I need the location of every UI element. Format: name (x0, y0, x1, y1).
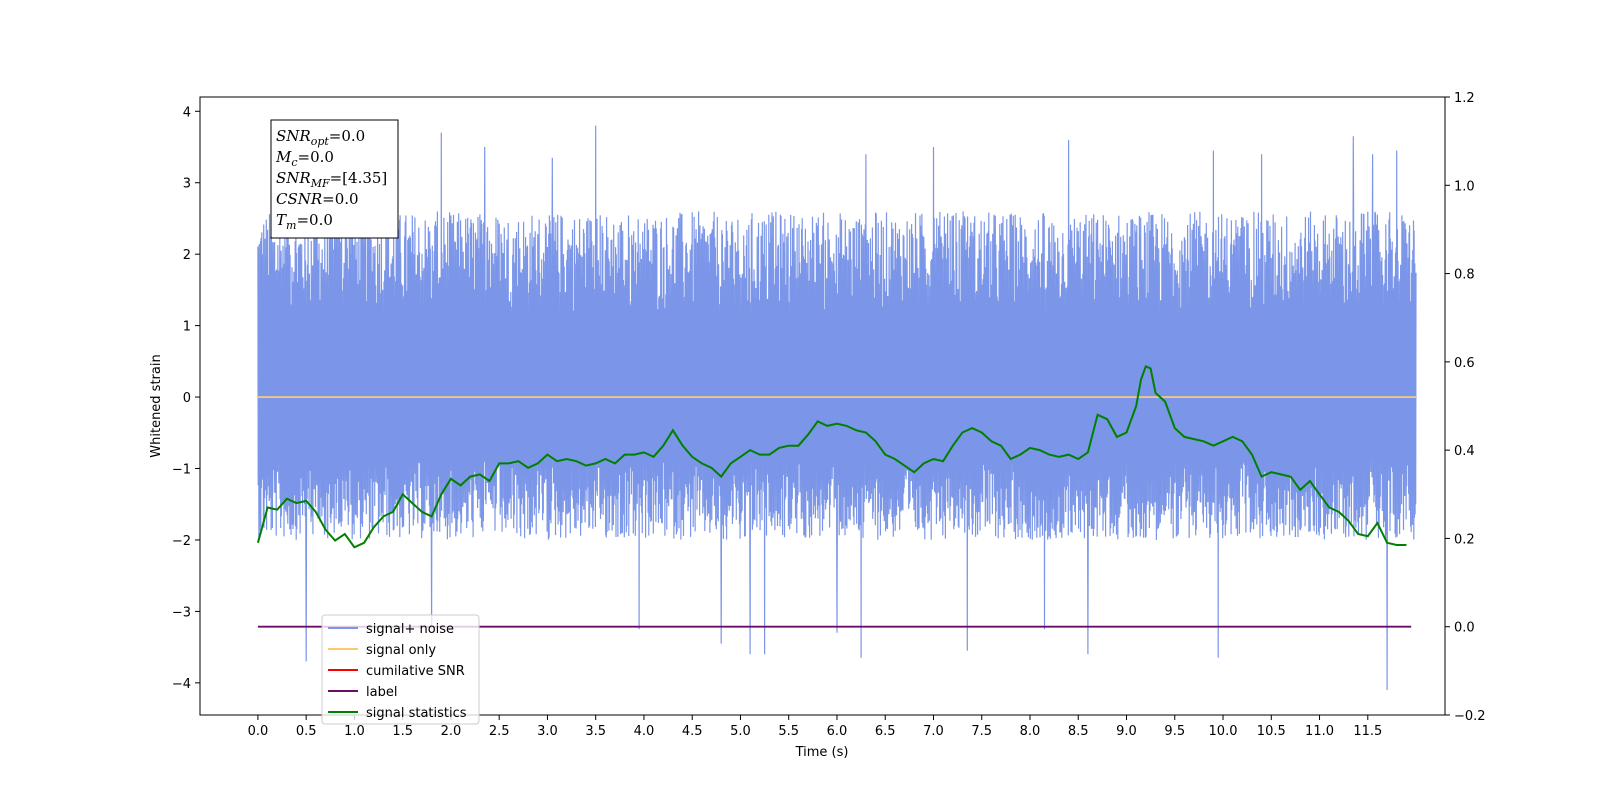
y-tick-label: 0 (183, 391, 191, 406)
y-axis-label: Whitened strain (149, 354, 164, 457)
y-axis-ticks: 4 3 2 1 0 −1 −2 −3 −4 (172, 105, 200, 692)
legend-label: signal only (366, 643, 436, 658)
y2-tick-label: 0.2 (1454, 532, 1475, 547)
y2-tick-label: 1.0 (1454, 179, 1475, 194)
x-tick-label: 7.5 (971, 724, 992, 739)
x-tick-label: 4.5 (682, 724, 703, 739)
annotation-line: Tm=0.0 (276, 211, 333, 232)
x-tick-label: 1.0 (344, 724, 365, 739)
legend-label: cumilative SNR (366, 664, 465, 679)
x-tick-label: 9.0 (1116, 724, 1137, 739)
x-tick-label: 8.0 (1020, 724, 1041, 739)
legend: signal+ noise signal only cumilative SNR la… (321, 614, 480, 725)
y2-tick-label: 1.2 (1454, 91, 1475, 106)
x-tick-label: 0.5 (296, 724, 317, 739)
y2-tick-label: 0.4 (1454, 444, 1475, 459)
annotation-line: SNRopt=0.0 (276, 127, 365, 148)
y2-tick-label: 0.6 (1454, 356, 1475, 371)
x-tick-label: 9.5 (1164, 724, 1185, 739)
x-tick-label: 2.0 (441, 724, 462, 739)
x-tick-label: 10.0 (1209, 724, 1238, 739)
x-tick-label: 4.0 (634, 724, 655, 739)
y-tick-label: 4 (183, 105, 191, 120)
y2-axis-ticks: 1.2 1.0 0.8 0.6 0.4 0.2 0.0 −0.2 (1445, 91, 1486, 724)
y2-tick-label: 0.0 (1454, 621, 1475, 636)
y2-tick-label: 0.8 (1454, 268, 1475, 283)
x-tick-label: 2.5 (489, 724, 510, 739)
signal-noise-series (257, 125, 1417, 691)
x-tick-label: 10.5 (1257, 724, 1286, 739)
y-tick-label: 2 (183, 248, 191, 263)
y-tick-label: −2 (172, 534, 191, 549)
plot-frame (199, 96, 1446, 716)
legend-label: label (366, 685, 397, 700)
y2-tick-label: −0.2 (1454, 709, 1486, 724)
y-tick-label: −4 (172, 677, 191, 692)
x-tick-label: 3.0 (537, 724, 558, 739)
legend-label: signal+ noise (366, 622, 454, 637)
x-tick-label: 5.5 (778, 724, 799, 739)
x-axis-label: Time (s) (795, 745, 849, 760)
x-tick-label: 0.0 (248, 724, 269, 739)
y-tick-label: −3 (172, 605, 191, 620)
y-tick-label: 3 (183, 177, 191, 192)
signal-noise-line (257, 125, 1417, 691)
annotation-line: SNRMF=[4.35] (276, 169, 387, 190)
x-tick-label: 11.0 (1305, 724, 1334, 739)
x-tick-label: 8.5 (1068, 724, 1089, 739)
x-tick-label: 5.0 (730, 724, 751, 739)
annotation-frame (270, 119, 399, 239)
x-tick-label: 6.0 (827, 724, 848, 739)
x-tick-label: 11.5 (1353, 724, 1382, 739)
legend-frame (321, 614, 480, 725)
y-tick-label: 1 (183, 320, 191, 335)
annotation-line: CSNR=0.0 (276, 190, 359, 208)
x-tick-label: 3.5 (585, 724, 606, 739)
signal-statistics-line (256, 364, 1407, 549)
y-tick-label: −1 (172, 463, 191, 478)
x-tick-label: 6.5 (875, 724, 896, 739)
annotation-line: Mc=0.0 (275, 148, 334, 169)
x-tick-label: 1.5 (392, 724, 413, 739)
x-tick-label: 7.0 (923, 724, 944, 739)
x-axis-ticks: 0.0 0.5 1.0 1.5 2.0 2.5 3.0 3.5 4.0 4.5 5.0 5.5 6.0 6… (248, 715, 1382, 739)
legend-label: signal statistics (366, 706, 467, 721)
